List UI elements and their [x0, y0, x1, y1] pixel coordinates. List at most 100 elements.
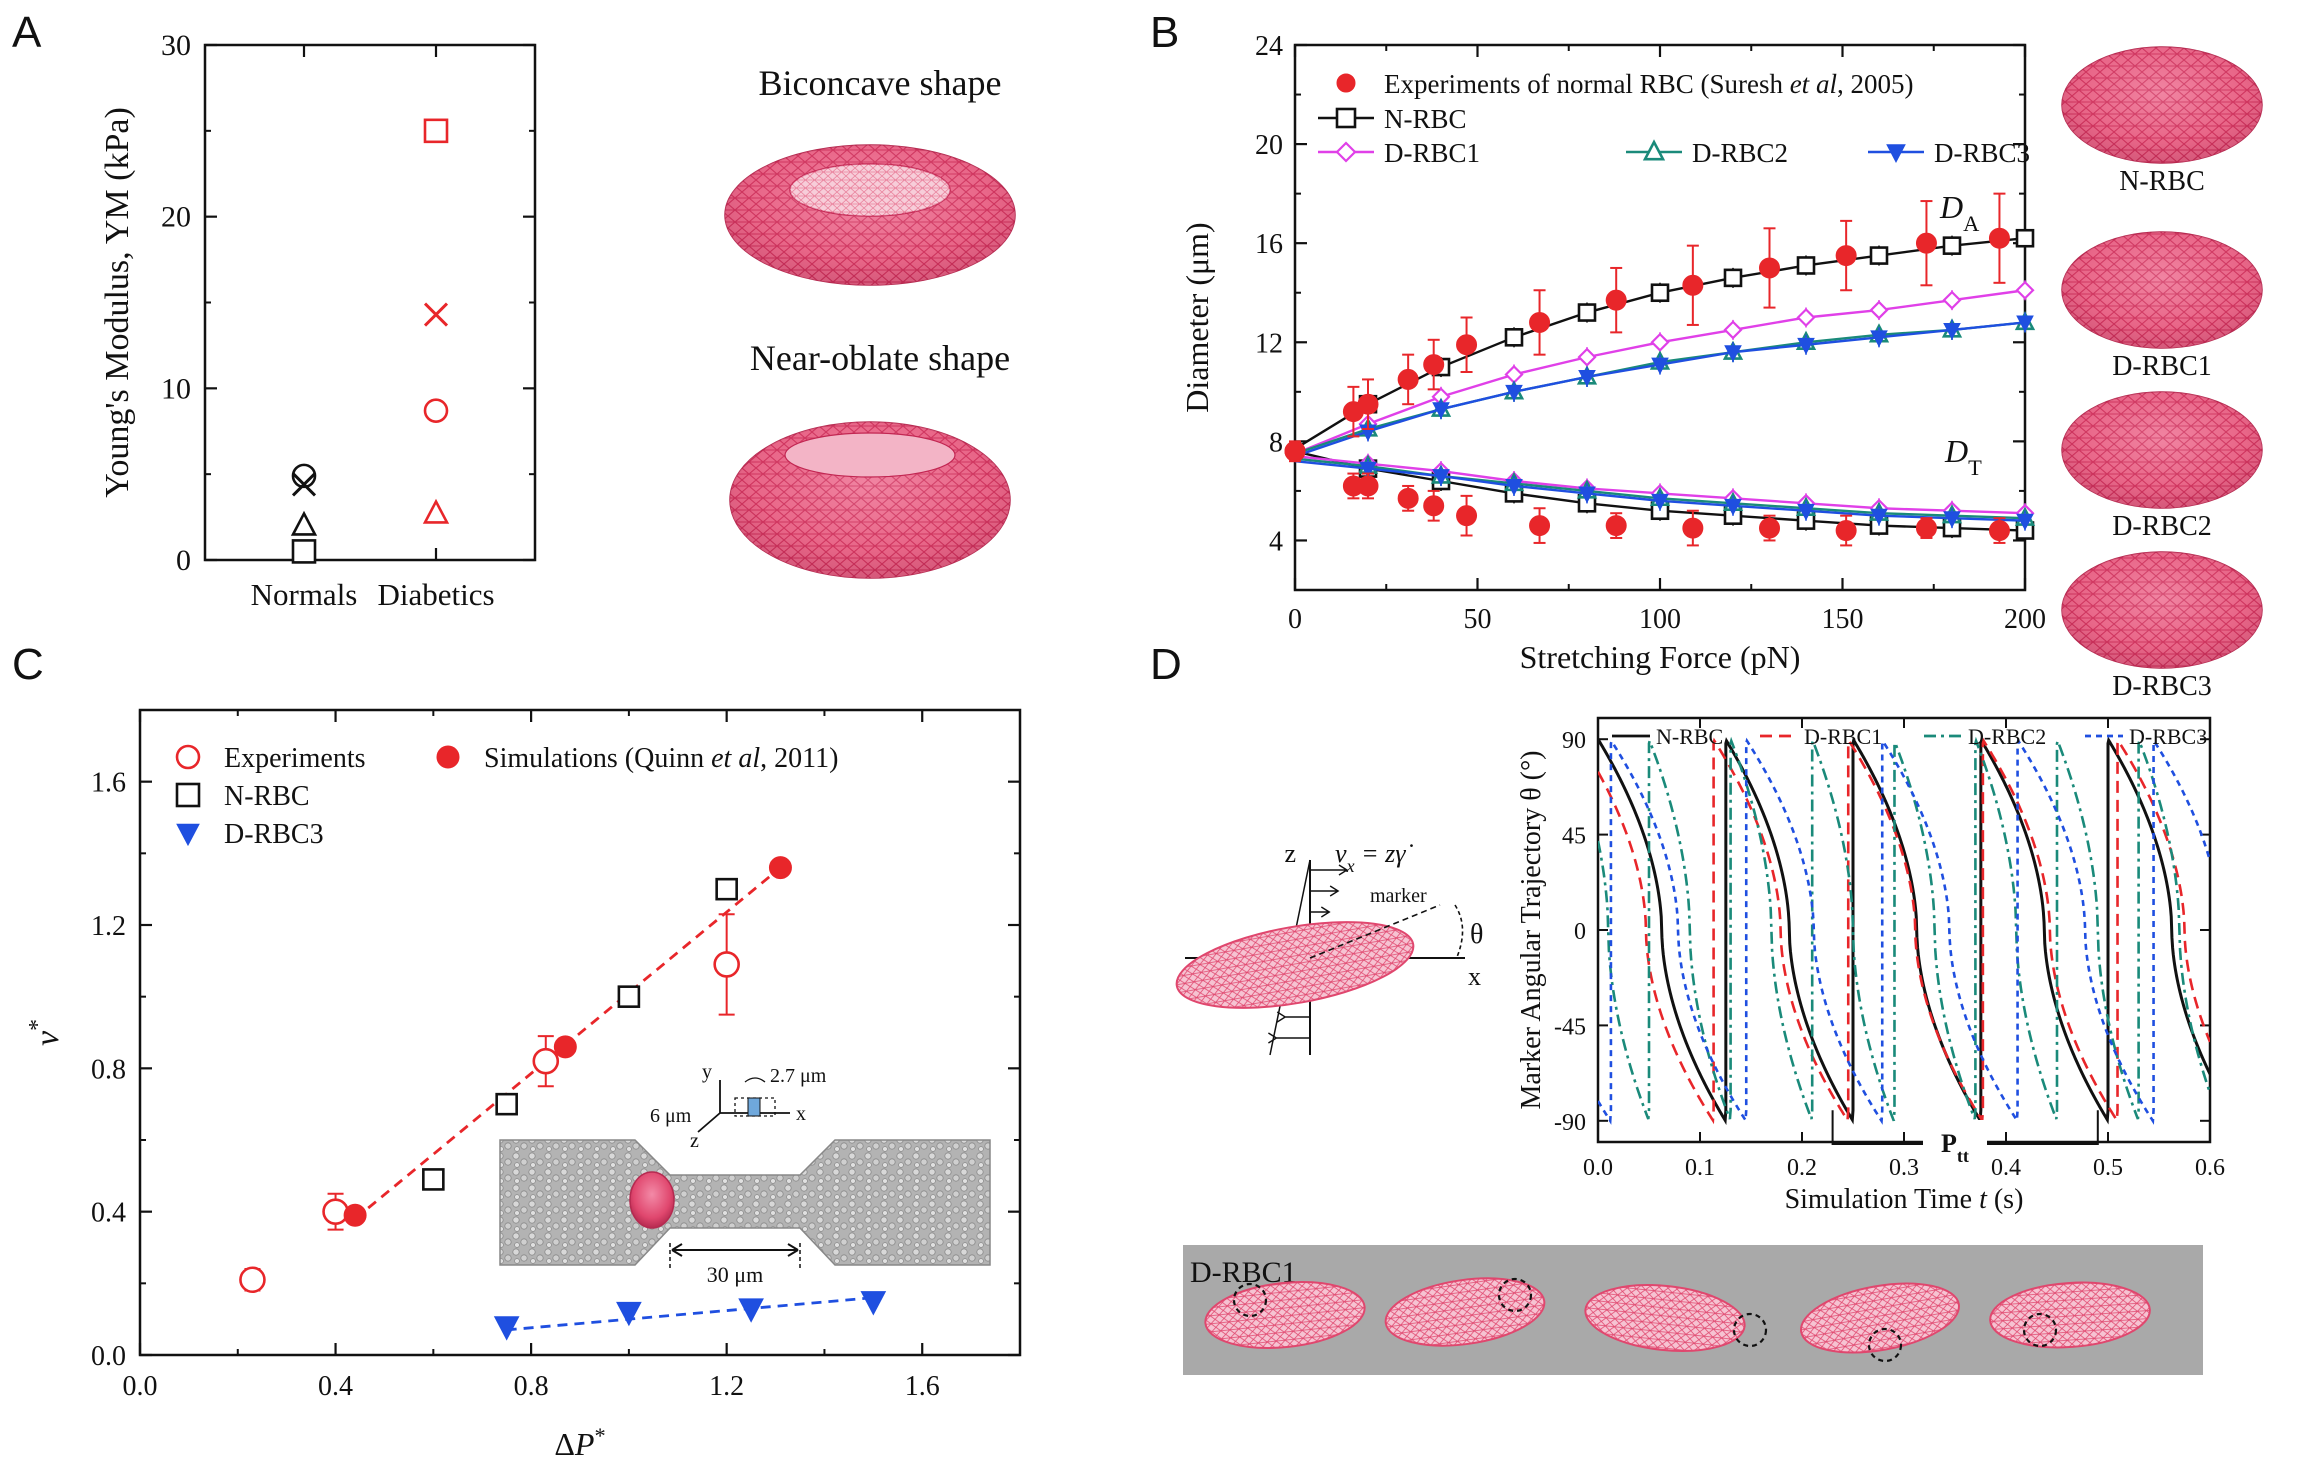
y-tick-label-c: 0.0: [91, 1341, 126, 1372]
x-tick-label-d: 0.4: [1991, 1155, 2021, 1181]
strip-rbc-4: [1989, 1281, 2151, 1349]
y-tick-label-d: -45: [1554, 1014, 1586, 1040]
point-a-triangle: [290, 510, 318, 536]
drbc3-point-c: [738, 1298, 764, 1323]
legend-label-b-experiments: Experiments of normal RBC (Suresh et al,…: [1384, 69, 1913, 99]
x-tick-label-b: 50: [1464, 604, 1492, 635]
point-b-D-RBC3: [1870, 330, 1888, 348]
sketch-z-label: z: [1284, 839, 1296, 868]
channel-geometry: [499, 1139, 991, 1266]
rbc-shape-d-rbc2-mesh: [2062, 392, 2262, 508]
y-tick-label-d: 90: [1562, 728, 1586, 754]
point-b-D-RBC3: [1505, 384, 1523, 402]
legend-label-b-d-rbc1: D-RBC1: [1384, 138, 1480, 168]
point-a-circle: [291, 463, 317, 489]
fit-line-blue: [506, 1296, 874, 1332]
inset-y-label: y: [702, 1061, 712, 1083]
x-tick-label-c: 1.6: [905, 1371, 940, 1402]
legend-label-d-d-rbc1: D-RBC1: [1804, 724, 1882, 749]
point-a-square: [423, 118, 449, 144]
category-label-diabetics: Diabetics: [377, 577, 494, 612]
plot-frame-c: [138, 708, 1022, 1357]
y-tick-label-c: 1.2: [91, 911, 126, 942]
x-tick-label-d: 0.1: [1685, 1155, 1715, 1181]
x-tick-label-d: 0.3: [1889, 1155, 1919, 1181]
point-b-D-RBC3: [1651, 357, 1669, 375]
period-label: Ptt: [1941, 1129, 1969, 1166]
y-tick-label-a: 30: [161, 29, 191, 62]
legend-label-b-d-rbc3: D-RBC3: [1934, 138, 2030, 168]
panel-label-a: A: [12, 8, 42, 57]
y-tick-label-b: 8: [1269, 427, 1283, 458]
rbc-shape-image-d-rbc2: [2061, 391, 2263, 509]
y-axis-label-b: Diameter (μm): [1179, 222, 1215, 412]
panel-b: 0 50 100 150 200 4 8 12 16 20 24 Stretching Force (…: [1179, 31, 2263, 702]
panel-label-c: C: [12, 640, 44, 689]
point-b-D-RBC1: [1796, 307, 1816, 328]
sketch-marker-line: [1309, 904, 1441, 959]
height-arc: [744, 1077, 766, 1083]
legend-label-d-d-rbc3: D-RBC3: [2129, 724, 2207, 749]
point-b-D-RBC3: [1505, 479, 1523, 496]
rbc-shape-n-rbc-mesh: [2062, 47, 2262, 163]
x-tick-label-d: 0.0: [1583, 1155, 1613, 1181]
x-tick-label-d: 0.6: [2195, 1155, 2225, 1181]
y-axis-label-c: v*: [25, 1019, 66, 1046]
point-b-N-RBC: [1650, 283, 1670, 303]
point-b-D-RBC3: [1578, 370, 1596, 387]
x-tick-label-d: 0.2: [1787, 1155, 1817, 1181]
strip-marker-circle-1: [1497, 1277, 1533, 1313]
point-b-D-RBC3: [1359, 461, 1377, 479]
exp-point-b: [1835, 520, 1857, 542]
category-label-normals: Normals: [251, 577, 358, 612]
rbc-shape-image-d-rbc1: [2061, 231, 2263, 349]
shape-label-near-oblate: Near-oblate shape: [750, 338, 1010, 378]
exp-point-b: [1605, 515, 1627, 537]
panel-d: 0.0 0.1 0.2 0.3 0.4 0.5 0.6 90 45 0 -45 -90 Simulati…: [1175, 716, 2225, 1375]
x-tick-label-d: 0.5: [2093, 1155, 2123, 1181]
shape-label-d-rbc3: D-RBC3: [2112, 671, 2212, 702]
legend-label-c-experiments: Experiments: [224, 743, 366, 774]
sketch-x-label: x: [1468, 962, 1481, 991]
point-b-D-RBC3: [1870, 508, 1888, 526]
y-axis-label-d: Marker Angular Trajectory θ (°): [1516, 751, 1547, 1110]
x-axis-label-d: Simulation Time t (s): [1785, 1184, 2024, 1215]
shape-label-d-rbc1: D-RBC1: [2112, 351, 2212, 382]
x-axis-label-c: ΔP*: [554, 1423, 605, 1463]
legend-marker-b: [1886, 144, 1906, 163]
y-tick-label-a: 20: [161, 201, 191, 234]
nrbc-point-c: [617, 985, 641, 1008]
panel-label-d: D: [1150, 640, 1182, 689]
biconcave-rbc-image: [724, 144, 1016, 286]
nrbc-point-c: [422, 1168, 445, 1191]
point-b-N-RBC: [1796, 256, 1816, 275]
exp-point-b: [1529, 515, 1551, 537]
point-b-D-RBC3: [1651, 493, 1669, 511]
rbc-shape-d-rbc1-mesh: [2062, 232, 2262, 348]
point-a-triangle: [422, 498, 450, 524]
channel-rbc: [629, 1171, 675, 1229]
point-b-D-RBC3: [1943, 322, 1961, 340]
legend-label-b-d-rbc2: D-RBC2: [1692, 138, 1788, 168]
y-tick-label-d: 0: [1574, 919, 1586, 945]
point-b-D-RBC3: [1578, 486, 1596, 504]
point-b-N-RBC: [1577, 303, 1597, 322]
y-tick-label-b: 20: [1255, 130, 1283, 161]
oblate-top: [784, 432, 956, 478]
legend-marker-c: [175, 782, 201, 808]
trajectory-d-d-rbc2: [1598, 736, 2210, 1122]
exp-point-b: [1284, 440, 1306, 462]
y-tick-label-c: 0.4: [91, 1198, 126, 1229]
curve-label-dt: DT: [1944, 433, 1982, 480]
y-axis-label-a: Young's Modulus, YM (kPa): [99, 107, 136, 498]
sim-point-c: [768, 856, 792, 880]
sketch-marker-label: marker: [1370, 885, 1427, 907]
point-a-x: [423, 302, 449, 327]
shape-label-d-rbc2: D-RBC2: [2112, 511, 2212, 542]
trajectory-d-d-rbc1: [1598, 737, 2210, 1125]
dim-label-30um: 30 μm: [707, 1262, 763, 1287]
inset-w-label: 6 μm: [650, 1105, 692, 1127]
legend-label-c-simulations: Simulations (Quinn et al, 2011): [484, 743, 838, 774]
x-tick-label-c: 0.4: [318, 1371, 353, 1402]
point-b-D-RBC1: [1577, 347, 1597, 367]
